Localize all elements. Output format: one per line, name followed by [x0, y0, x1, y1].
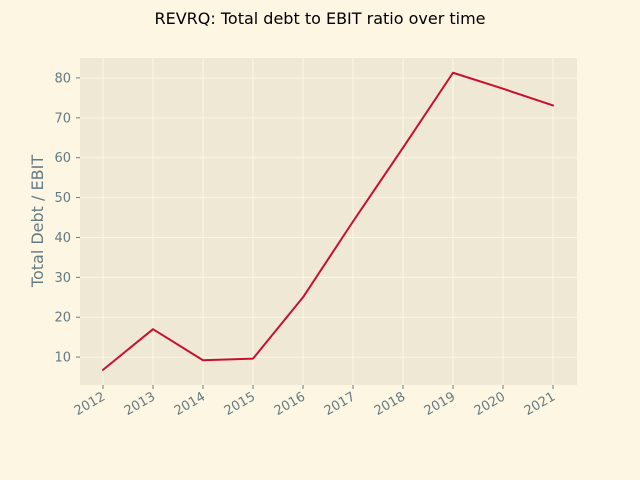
y-tick-label: 70 [54, 111, 71, 126]
y-axis-label: Total Debt / EBIT [28, 155, 47, 288]
y-tick-label: 60 [54, 151, 71, 166]
y-tick-label: 80 [54, 71, 71, 86]
y-tick-label: 50 [54, 191, 71, 206]
y-tick-label: 40 [54, 231, 71, 246]
y-tick-label: 20 [54, 311, 71, 326]
y-axis-ticks: 10 20 30 40 50 60 70 80 [54, 71, 80, 366]
y-gridlines [80, 77, 577, 358]
plot-area [80, 58, 577, 385]
series-line [102, 71, 554, 371]
chart-title: REVRQ: Total debt to EBIT ratio over tim… [154, 9, 485, 28]
y-tick-label: 30 [54, 271, 71, 286]
y-tick-label: 10 [54, 351, 71, 366]
